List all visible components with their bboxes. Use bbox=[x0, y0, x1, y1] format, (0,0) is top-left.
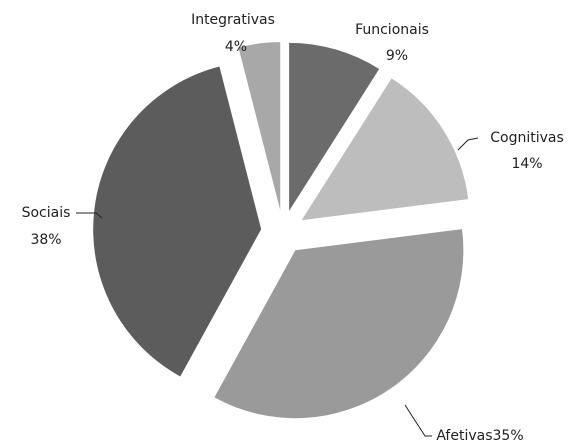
value-label: 35% bbox=[493, 428, 524, 444]
leader-line bbox=[404, 404, 432, 437]
leader-line bbox=[76, 212, 103, 219]
pie-slice bbox=[289, 42, 380, 211]
value-label: 9% bbox=[386, 48, 408, 64]
category-label: Sociais bbox=[22, 205, 71, 221]
category-label: Afetivas bbox=[436, 428, 492, 444]
pie-slice bbox=[238, 42, 281, 211]
value-label: 38% bbox=[30, 232, 61, 248]
category-label: Cognitivas bbox=[490, 130, 564, 146]
value-label: 4% bbox=[225, 39, 247, 55]
slice-label: Afetivas35% bbox=[436, 428, 523, 444]
leader-line bbox=[457, 137, 479, 151]
pie-slice bbox=[214, 229, 464, 419]
category-label: Funcionais bbox=[355, 22, 429, 38]
pie-slice bbox=[93, 66, 262, 377]
value-label: 14% bbox=[511, 156, 542, 172]
category-label: Integrativas bbox=[191, 12, 275, 28]
pie-slice bbox=[301, 78, 469, 221]
